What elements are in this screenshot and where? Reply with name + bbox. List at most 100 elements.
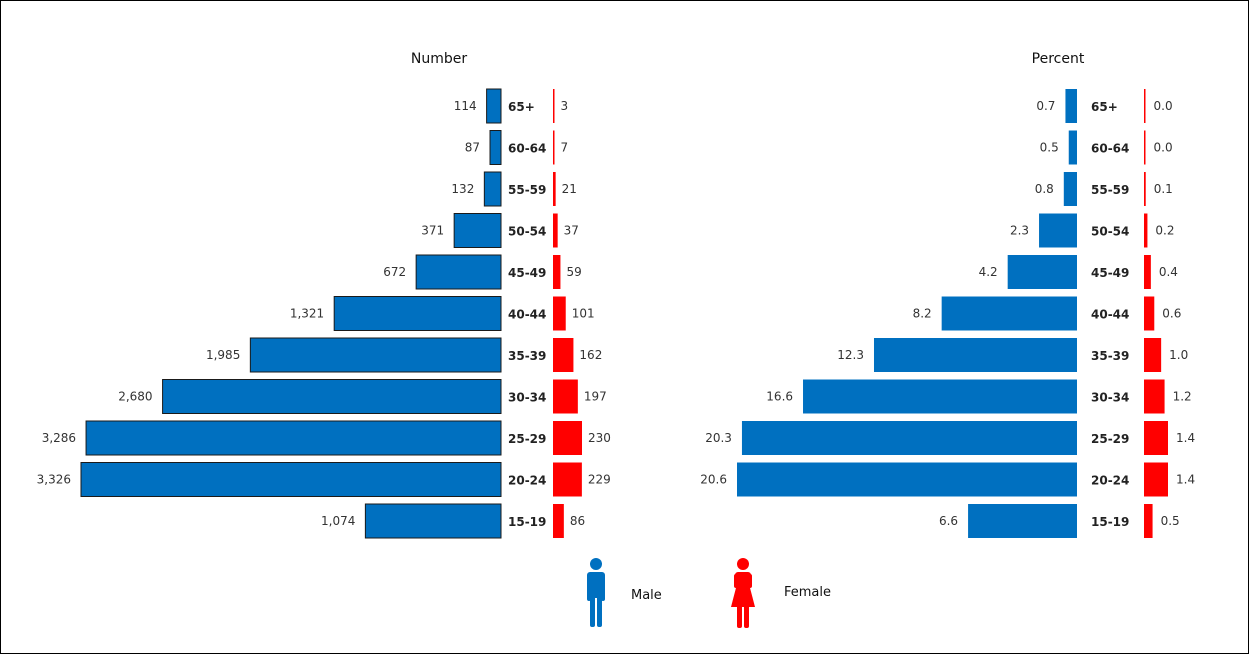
female-value-label: 0.0 bbox=[1154, 99, 1173, 113]
male-bar bbox=[968, 504, 1077, 538]
female-value-label: 1.2 bbox=[1173, 390, 1192, 404]
female-value-label: 1.4 bbox=[1176, 473, 1195, 487]
female-bar bbox=[553, 296, 566, 331]
female-value-label: 7 bbox=[561, 141, 569, 155]
female-value-label: 0.0 bbox=[1154, 141, 1173, 155]
female-bar bbox=[1144, 421, 1168, 455]
female-bar bbox=[553, 255, 561, 289]
female-value-label: 0.1 bbox=[1154, 182, 1173, 196]
age-group-label: 20-24 bbox=[1091, 474, 1129, 488]
male-value-label: 0.7 bbox=[1036, 99, 1055, 113]
male-value-label: 8.2 bbox=[913, 307, 932, 321]
female-person-icon bbox=[731, 558, 755, 628]
legend-label-male: Male bbox=[631, 588, 662, 603]
male-bar bbox=[1039, 213, 1077, 248]
age-group-label: 35-39 bbox=[508, 349, 546, 363]
male-value-label: 16.6 bbox=[766, 390, 793, 404]
female-bar bbox=[1144, 213, 1148, 248]
male-person-icon bbox=[587, 558, 605, 627]
male-bar bbox=[737, 462, 1077, 497]
female-bar bbox=[553, 213, 558, 248]
female-bar bbox=[1144, 379, 1165, 414]
female-value-label: 0.5 bbox=[1161, 514, 1180, 528]
female-value-label: 162 bbox=[579, 348, 602, 362]
female-value-label: 197 bbox=[584, 390, 607, 404]
female-value-label: 230 bbox=[588, 431, 611, 445]
age-group-label: 25-29 bbox=[1091, 432, 1129, 446]
age-group-label: 15-19 bbox=[1091, 515, 1129, 529]
age-group-label: 35-39 bbox=[1091, 349, 1129, 363]
male-bar bbox=[489, 130, 502, 165]
male-bar bbox=[85, 420, 502, 456]
female-value-label: 229 bbox=[588, 473, 611, 487]
female-bar bbox=[1144, 172, 1146, 206]
male-value-label: 114 bbox=[454, 99, 477, 113]
male-value-label: 3,326 bbox=[37, 473, 71, 487]
male-bar bbox=[873, 338, 1077, 372]
age-group-label: 65+ bbox=[508, 100, 535, 114]
female-bar bbox=[553, 379, 578, 414]
female-value-label: 59 bbox=[566, 265, 581, 279]
male-value-label: 3,286 bbox=[42, 431, 76, 445]
male-value-label: 132 bbox=[451, 182, 474, 196]
panel-title: Percent bbox=[1032, 51, 1085, 67]
female-bar bbox=[553, 421, 582, 455]
age-group-label: 45-49 bbox=[508, 266, 546, 280]
female-value-label: 0.2 bbox=[1155, 224, 1174, 238]
female-bar bbox=[553, 338, 574, 372]
age-group-label: 60-64 bbox=[1091, 142, 1129, 156]
male-bar bbox=[1065, 89, 1077, 123]
age-group-label: 50-54 bbox=[508, 225, 546, 239]
male-value-label: 672 bbox=[383, 265, 406, 279]
female-bar bbox=[1144, 504, 1153, 538]
male-bar bbox=[941, 296, 1077, 331]
male-value-label: 1,321 bbox=[290, 307, 324, 321]
male-bar bbox=[364, 503, 502, 539]
age-group-label: 60-64 bbox=[508, 142, 546, 156]
male-bar bbox=[483, 171, 502, 207]
male-bar bbox=[486, 88, 502, 124]
female-value-label: 0.6 bbox=[1162, 307, 1181, 321]
age-group-label: 55-59 bbox=[508, 183, 546, 197]
pyramid-panel-number: Number 114 65+ 3 87 60-64 7 132 55-59 21 371 50-54 3… bbox=[37, 51, 611, 539]
male-bar bbox=[333, 296, 502, 331]
female-value-label: 0.4 bbox=[1159, 265, 1178, 279]
female-value-label: 3 bbox=[561, 99, 569, 113]
male-bar bbox=[1007, 255, 1077, 289]
male-bar bbox=[1068, 130, 1077, 165]
age-group-label: 40-44 bbox=[508, 308, 546, 322]
male-bar bbox=[803, 379, 1077, 414]
male-value-label: 4.2 bbox=[979, 265, 998, 279]
age-group-label: 55-59 bbox=[1091, 183, 1129, 197]
age-group-label: 20-24 bbox=[508, 474, 546, 488]
male-value-label: 20.6 bbox=[700, 473, 727, 487]
age-group-label: 30-34 bbox=[1091, 391, 1129, 405]
female-value-label: 86 bbox=[570, 514, 585, 528]
male-value-label: 1,074 bbox=[321, 514, 355, 528]
legend-label-female: Female bbox=[784, 585, 831, 600]
female-bar bbox=[1144, 130, 1146, 165]
male-value-label: 6.6 bbox=[939, 514, 958, 528]
female-value-label: 101 bbox=[572, 307, 595, 321]
female-bar bbox=[1144, 255, 1151, 289]
male-bar bbox=[249, 337, 502, 373]
male-bar bbox=[80, 462, 502, 497]
female-bar bbox=[1144, 338, 1162, 372]
female-bar bbox=[553, 462, 582, 497]
legend: Male Female bbox=[587, 558, 831, 628]
female-bar bbox=[553, 172, 556, 206]
male-value-label: 1,985 bbox=[206, 348, 240, 362]
age-group-label: 30-34 bbox=[508, 391, 546, 405]
age-group-label: 40-44 bbox=[1091, 308, 1129, 322]
age-group-label: 15-19 bbox=[508, 515, 546, 529]
male-value-label: 0.5 bbox=[1040, 141, 1059, 155]
male-bar bbox=[162, 379, 502, 414]
female-bar bbox=[553, 504, 564, 538]
male-bar bbox=[415, 254, 502, 290]
female-bar bbox=[1144, 462, 1168, 497]
female-bar bbox=[1144, 89, 1146, 123]
female-value-label: 1.4 bbox=[1176, 431, 1195, 445]
male-value-label: 2,680 bbox=[118, 390, 152, 404]
panel-title: Number bbox=[411, 51, 467, 67]
male-value-label: 2.3 bbox=[1010, 224, 1029, 238]
